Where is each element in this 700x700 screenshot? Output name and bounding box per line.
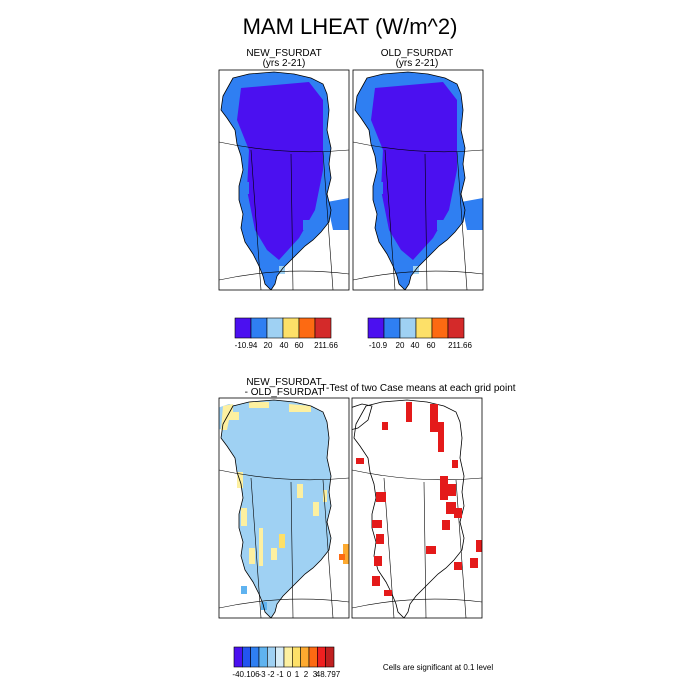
colorbar-swatch <box>292 646 301 668</box>
colorbar-swatch <box>300 646 310 668</box>
colorbar-tick-label: -1 <box>276 670 284 679</box>
colorbar-tick-label: 3 <box>313 670 318 679</box>
colorbar-swatch <box>282 317 300 339</box>
panel-old-title: OLD_FSURDAT <box>381 48 454 59</box>
colorbar-tick-label: 60 <box>295 341 304 350</box>
panel-ttest-map <box>351 397 483 619</box>
colorbar-tick-label: -2 <box>267 670 275 679</box>
colorbar-tick-label: 60 <box>427 341 436 350</box>
panel-diff-map <box>218 397 350 619</box>
colorbar-tick-label: 0 <box>287 670 292 679</box>
colorbar-swatch <box>399 317 417 339</box>
colorbar-old: -10.9 20 40 60 211.66 <box>367 317 472 350</box>
colorbar-tick-label: 211.66 <box>448 341 472 350</box>
colorbar-tick-label: 1 <box>295 670 300 679</box>
significant-cells <box>356 402 482 596</box>
colorbar-swatch <box>383 317 401 339</box>
colorbar-tick-label: -10.9 <box>369 341 388 350</box>
colorbar-tick-label: 40 <box>411 341 420 350</box>
colorbar-tick-label: 20 <box>264 341 273 350</box>
figure-title: MAM LHEAT (W/m^2) <box>243 14 458 39</box>
panel-diff-title-line1: NEW_FSURDAT <box>246 377 321 388</box>
panel-old-map <box>352 69 484 291</box>
colorbar-swatch <box>314 317 332 339</box>
colorbar-swatch <box>447 317 465 339</box>
colorbar-swatch <box>233 646 243 668</box>
panel-ttest-title: T-Test of two Case means at each grid po… <box>320 383 515 394</box>
colorbar-tick-label: 211.66 <box>314 341 338 350</box>
panel-diff-title-line2: - OLD_FSURDAT <box>245 387 324 398</box>
colorbar-swatch <box>298 317 316 339</box>
colorbar-swatch <box>367 317 385 339</box>
panel-old-subtitle: (yrs 2-21) <box>396 58 439 69</box>
colorbar-swatch <box>234 317 252 339</box>
colorbar-swatch <box>415 317 433 339</box>
colorbar-tick-label: 40 <box>280 341 289 350</box>
colorbar-tick-label: 20 <box>396 341 405 350</box>
panel-new-title: NEW_FSURDAT <box>246 48 321 59</box>
colorbar-swatch <box>258 646 268 668</box>
panel-new-map <box>218 69 350 291</box>
colorbar-swatch <box>317 646 326 668</box>
colorbar-swatch <box>275 646 285 668</box>
colorbar-swatch <box>266 317 284 339</box>
ttest-note: Cells are significant at 0.1 level <box>383 663 494 672</box>
colorbar-tick-label: 2 <box>304 670 309 679</box>
colorbar-tick-label: -3 <box>258 670 266 679</box>
colorbar-swatch <box>250 646 260 668</box>
colorbar-tick-label: -10.94 <box>235 341 258 350</box>
panel-new-subtitle: (yrs 2-21) <box>263 58 306 69</box>
colorbar-swatch <box>250 317 268 339</box>
colorbar-swatch <box>308 646 318 668</box>
colorbar-swatch <box>325 646 335 668</box>
colorbar-swatch <box>267 646 276 668</box>
colorbar-swatch <box>431 317 449 339</box>
colorbar-swatch <box>283 646 293 668</box>
colorbar-swatch <box>242 646 251 668</box>
colorbar-tick-label: -40.106 <box>232 670 260 679</box>
colorbar-tick-label: 48.797 <box>316 670 341 679</box>
colorbar-diff: -40.106-3 -2 -1 0 1 2 348.797 <box>232 646 341 679</box>
colorbar-new: -10.94 20 40 60 211.66 <box>234 317 338 350</box>
